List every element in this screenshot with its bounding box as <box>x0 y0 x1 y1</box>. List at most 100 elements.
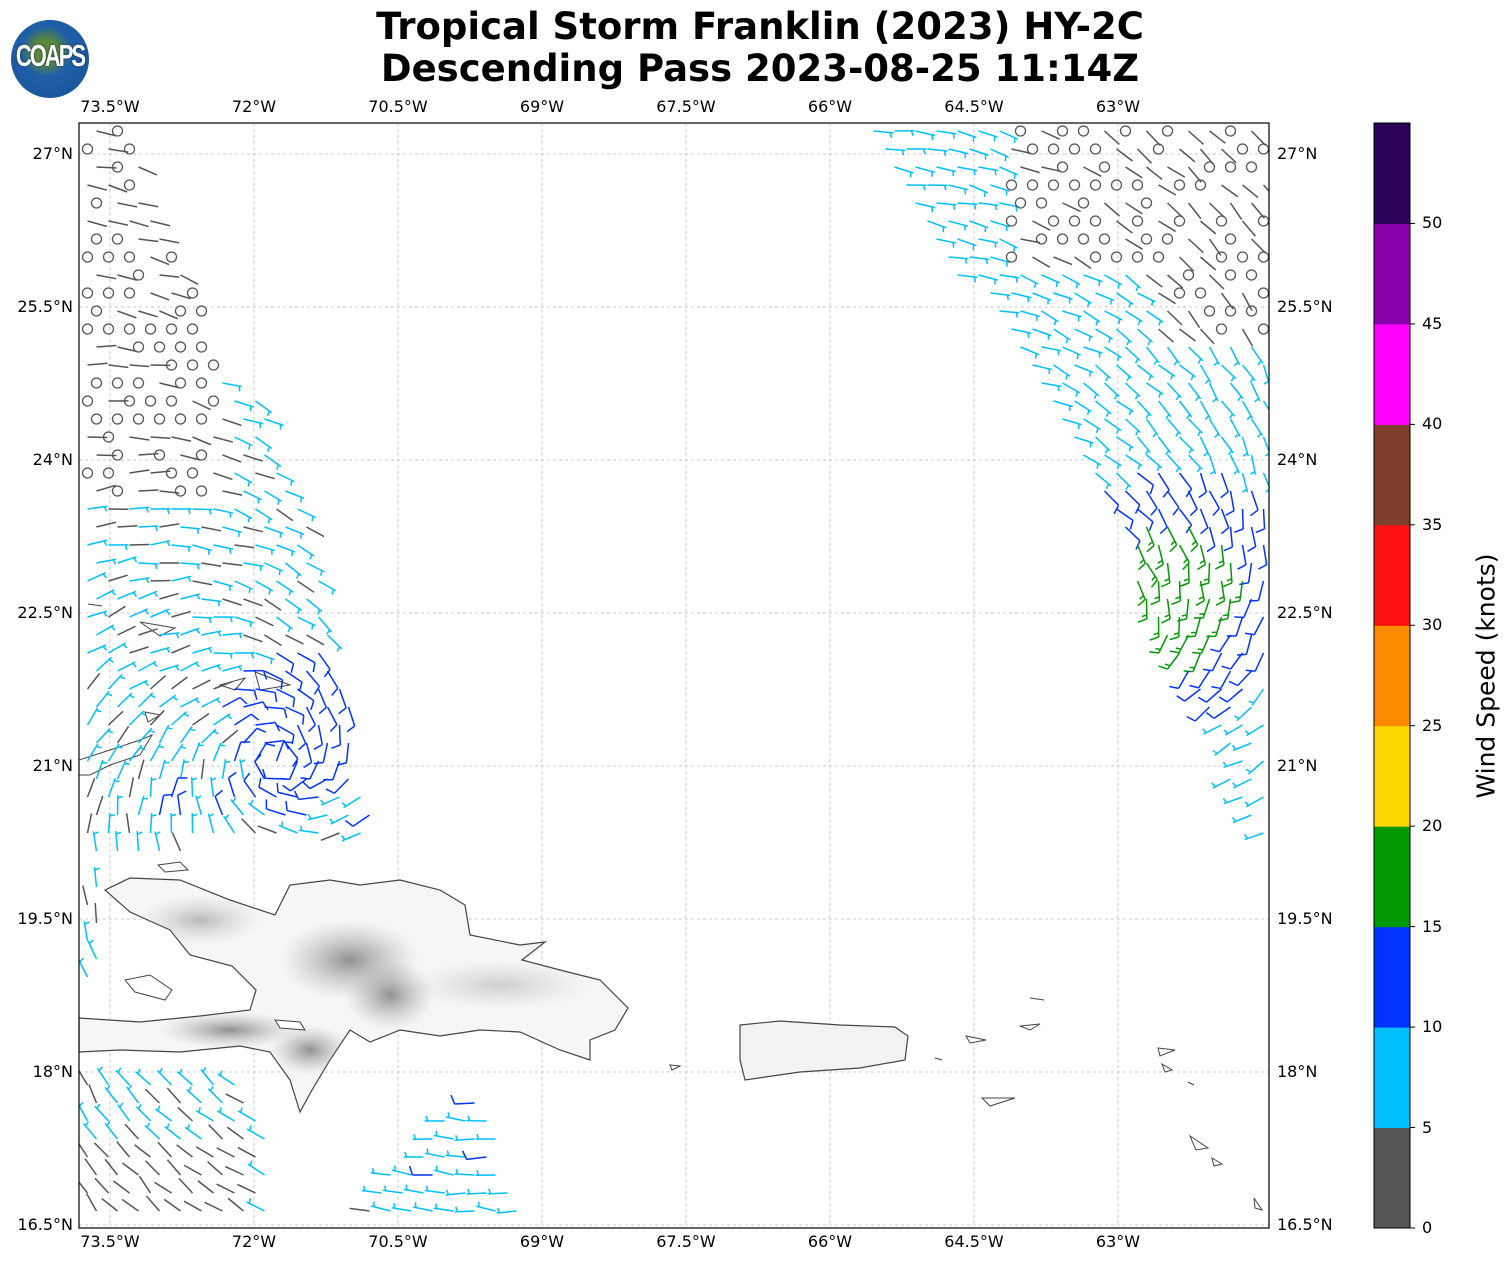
wind-barb <box>1095 292 1115 305</box>
wind-barb <box>264 490 283 505</box>
wind-barb <box>1116 508 1134 530</box>
wind-barb <box>166 1159 182 1176</box>
calm-wind-circle <box>174 485 187 497</box>
lon-tick-bottom: 63°W <box>1095 1232 1141 1251</box>
wind-barb <box>1244 796 1264 808</box>
wind-barb <box>1149 616 1160 641</box>
wind-barb <box>1074 256 1092 270</box>
wind-barb <box>234 508 253 523</box>
colorbar-tick: 5 <box>1422 1117 1433 1137</box>
wind-barb <box>166 1087 182 1104</box>
wind-barb <box>115 831 122 852</box>
wind-barb <box>1230 580 1244 604</box>
wind-barb <box>1146 166 1163 181</box>
wind-barb <box>126 1084 140 1104</box>
wind-barb <box>1187 382 1202 402</box>
wind-barb <box>116 692 135 708</box>
wind-barb <box>1136 400 1152 419</box>
wind-barb <box>1158 184 1177 196</box>
wind-barb <box>213 544 234 554</box>
calm-wind-circle <box>1257 143 1269 155</box>
calm-wind-circle <box>111 125 124 137</box>
wind-barb <box>94 1177 110 1194</box>
wind-barb <box>234 544 255 549</box>
lon-tick-bottom: 67.5°W <box>656 1232 716 1251</box>
wind-barb <box>957 238 977 250</box>
wind-barb <box>285 526 305 539</box>
wind-barb <box>213 472 233 481</box>
wind-barb <box>1178 400 1193 420</box>
wind-barb <box>159 632 180 639</box>
calm-wind-circle <box>144 395 157 407</box>
calm-wind-circle <box>1245 269 1258 281</box>
small-islands <box>87 603 1264 1211</box>
wind-barb <box>255 580 274 595</box>
wind-barb <box>113 1180 130 1194</box>
wind-barb <box>93 867 100 888</box>
wind-barb <box>297 508 316 522</box>
wind-barb <box>243 418 264 429</box>
calm-wind-circle <box>153 413 166 425</box>
wind-barb <box>243 598 263 607</box>
colorbar-tick: 0 <box>1422 1218 1433 1237</box>
calm-wind-circle <box>1245 305 1258 317</box>
wind-barb <box>1083 274 1103 286</box>
wind-barb <box>978 238 999 248</box>
wind-barb <box>159 310 179 320</box>
wind-barb <box>128 744 146 762</box>
wind-barb <box>107 673 126 690</box>
wind-barb <box>1241 292 1253 311</box>
wind-barb <box>157 1141 173 1158</box>
wind-barb <box>213 436 234 443</box>
wind-barb <box>1011 292 1032 303</box>
wind-barb <box>1094 436 1111 454</box>
wind-barb <box>1041 130 1061 140</box>
wind-barb <box>145 1195 161 1212</box>
wind-barb <box>150 539 171 547</box>
wind-barb <box>234 616 254 628</box>
wind-barb <box>1154 544 1165 571</box>
wind-barb <box>1053 400 1073 411</box>
wind-barb <box>1116 400 1134 416</box>
wind-barb <box>1244 724 1264 737</box>
wind-barb <box>108 364 129 369</box>
wind-barb <box>1237 544 1247 570</box>
calm-wind-circle <box>102 287 115 299</box>
colorbar-segment <box>1374 223 1410 325</box>
wind-barb <box>1104 274 1123 289</box>
wind-barb <box>117 1102 131 1122</box>
wind-barbs <box>79 125 1269 1214</box>
lon-tick-top: 67.5°W <box>656 97 716 116</box>
wind-barb <box>1074 328 1094 342</box>
wind-barb <box>1032 328 1052 340</box>
wind-barb <box>1137 328 1153 346</box>
wind-barb <box>990 220 1010 232</box>
calm-wind-circle <box>111 233 124 245</box>
wind-barb <box>1250 346 1264 366</box>
calm-wind-circle <box>1089 251 1102 263</box>
calm-wind-circle <box>1014 197 1027 209</box>
wind-barb <box>1095 472 1112 489</box>
wind-barb <box>978 274 999 285</box>
wind-barb <box>1210 634 1232 653</box>
wind-barb <box>86 707 102 726</box>
wind-barb <box>79 1142 89 1158</box>
wind-barb <box>297 652 316 673</box>
wind-barb <box>1218 688 1243 703</box>
wind-barb <box>285 670 303 692</box>
wind-barb <box>1232 778 1252 789</box>
wind-barb <box>138 562 159 570</box>
wind-barb <box>86 813 93 834</box>
wind-barb <box>1011 328 1032 338</box>
wind-barb <box>1178 544 1190 570</box>
wind-barb <box>177 1106 194 1122</box>
wind-barb <box>128 777 135 798</box>
wind-barb <box>180 274 199 285</box>
wind-barb <box>192 679 211 690</box>
wind-barb <box>1178 256 1195 272</box>
wind-barb <box>192 712 210 726</box>
calm-wind-circle <box>1173 287 1186 299</box>
wind-barb <box>1225 490 1235 516</box>
wind-barb <box>96 1066 110 1086</box>
wind-barb <box>96 274 117 280</box>
